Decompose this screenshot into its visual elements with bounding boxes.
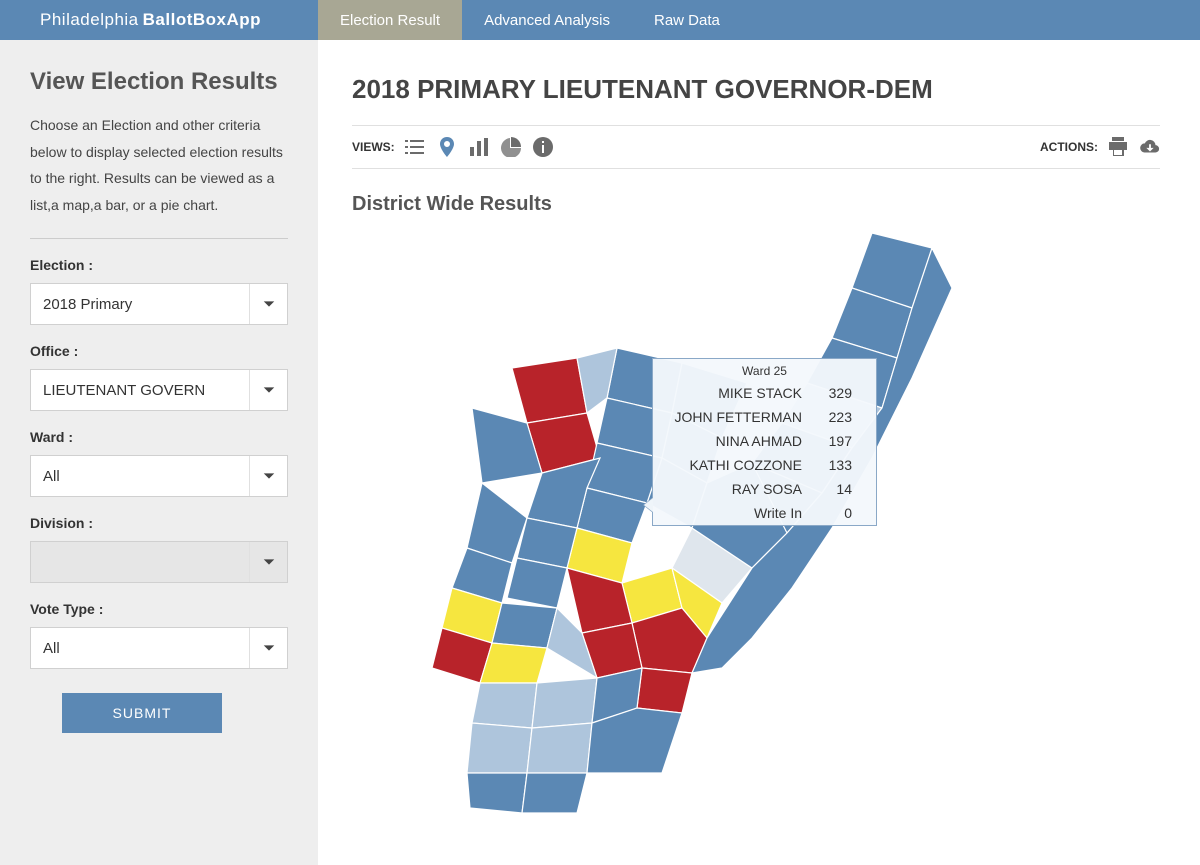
select-office-value: LIEUTENANT GOVERN [43, 382, 205, 399]
label-office: Office : [30, 343, 288, 359]
print-icon[interactable] [1108, 137, 1128, 157]
select-votetype[interactable]: All [30, 627, 288, 669]
tooltip-row: MIKE STACK329 [653, 381, 876, 405]
list-icon[interactable] [405, 137, 425, 157]
info-icon[interactable] [533, 137, 553, 157]
pie-chart-icon[interactable] [501, 137, 521, 157]
chevron-down-icon [249, 542, 287, 582]
container: View Election Results Choose an Election… [0, 40, 1200, 865]
tab-raw-data[interactable]: Raw Data [632, 0, 742, 40]
chevron-down-icon [249, 370, 287, 410]
map[interactable]: Ward 25 MIKE STACK329 JOHN FETTERMAN223 … [352, 228, 1132, 818]
select-votetype-value: All [43, 640, 60, 657]
subheader: District Wide Results [352, 193, 1160, 216]
brand: Philadelphia BallotBoxApp [0, 0, 318, 40]
tooltip-row: Write In0 [653, 501, 876, 525]
tab-advanced-analysis[interactable]: Advanced Analysis [462, 0, 632, 40]
select-election-value: 2018 Primary [43, 296, 132, 313]
tooltip-row: RAY SOSA14 [653, 477, 876, 501]
toolbar: VIEWS: ACTIONS: [352, 125, 1160, 169]
select-election[interactable]: 2018 Primary [30, 283, 288, 325]
sidebar-title: View Election Results [30, 68, 288, 96]
tooltip-row: KATHI COZZONE133 [653, 453, 876, 477]
page-title: 2018 PRIMARY LIEUTENANT GOVERNOR-DEM [352, 74, 1160, 105]
brand-bold: BallotBoxApp [143, 10, 261, 30]
sidebar-description: Choose an Election and other criteria be… [30, 112, 288, 218]
tabs: Election Result Advanced Analysis Raw Da… [318, 0, 1200, 40]
label-votetype: Vote Type : [30, 601, 288, 617]
select-division[interactable] [30, 541, 288, 583]
action-icons [1108, 137, 1160, 157]
tooltip-pointer [643, 497, 653, 513]
divider [30, 238, 288, 239]
select-ward-value: All [43, 468, 60, 485]
tooltip-row: NINA AHMAD197 [653, 429, 876, 453]
label-election: Election : [30, 257, 288, 273]
select-office[interactable]: LIEUTENANT GOVERN [30, 369, 288, 411]
select-ward[interactable]: All [30, 455, 288, 497]
tab-election-result[interactable]: Election Result [318, 0, 462, 40]
view-icons [405, 137, 553, 157]
sidebar: View Election Results Choose an Election… [0, 40, 318, 865]
chevron-down-icon [249, 628, 287, 668]
tooltip-row: JOHN FETTERMAN223 [653, 405, 876, 429]
submit-button[interactable]: SUBMIT [62, 693, 222, 733]
main: 2018 PRIMARY LIEUTENANT GOVERNOR-DEM VIE… [318, 40, 1200, 865]
map-pin-icon[interactable] [437, 137, 457, 157]
download-cloud-icon[interactable] [1140, 137, 1160, 157]
chevron-down-icon [249, 456, 287, 496]
actions-label: ACTIONS: [1040, 140, 1098, 154]
brand-thin: Philadelphia [40, 10, 139, 30]
topbar: Philadelphia BallotBoxApp Election Resul… [0, 0, 1200, 40]
label-division: Division : [30, 515, 288, 531]
bar-chart-icon[interactable] [469, 137, 489, 157]
label-ward: Ward : [30, 429, 288, 445]
views-label: VIEWS: [352, 140, 395, 154]
ward-tooltip: Ward 25 MIKE STACK329 JOHN FETTERMAN223 … [652, 358, 877, 526]
chevron-down-icon [249, 284, 287, 324]
tooltip-title: Ward 25 [653, 359, 876, 381]
